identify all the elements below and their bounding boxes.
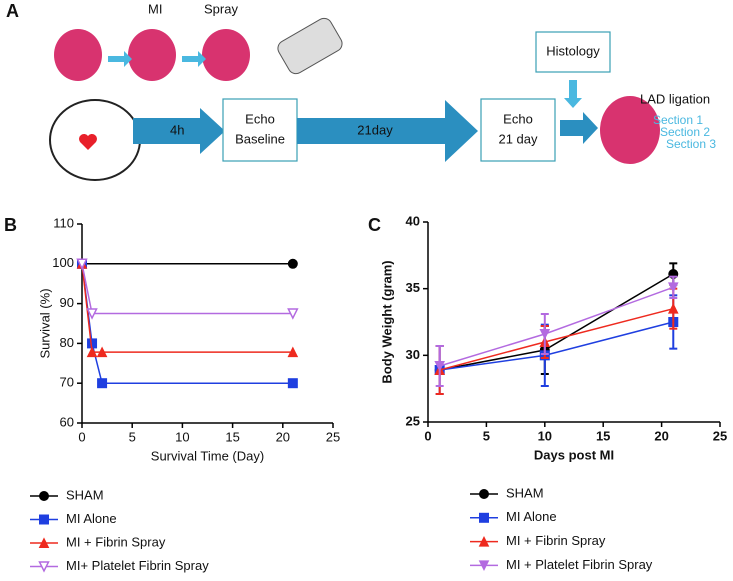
- y-tick-label: 60: [60, 414, 74, 429]
- marker: [76, 258, 88, 270]
- y-tick-label: 35: [406, 280, 420, 295]
- y-axis-title: Survival (%): [37, 288, 52, 358]
- marker: [479, 489, 489, 499]
- legend-label: MI + Platelet Fibrin Spray: [506, 557, 653, 572]
- y-tick-label: 80: [60, 335, 74, 350]
- marker: [667, 303, 679, 314]
- y-tick-label: 100: [52, 255, 74, 270]
- x-tick-label: 0: [424, 428, 431, 443]
- x-tick-label: 5: [483, 428, 490, 443]
- series-line: [81, 263, 293, 353]
- marker: [287, 258, 298, 269]
- x-tick-label: 20: [654, 428, 668, 443]
- marker: [287, 346, 299, 358]
- panel-label: C: [368, 215, 381, 235]
- y-tick-label: 90: [60, 295, 74, 310]
- marker: [287, 378, 298, 389]
- step-label: 21day: [357, 122, 393, 137]
- label: Spray: [204, 1, 238, 16]
- label: LAD ligation: [640, 91, 710, 106]
- series-line: [439, 307, 674, 371]
- series-line: [81, 263, 293, 384]
- legend-label: MI Alone: [66, 511, 117, 526]
- x-tick-label: 5: [129, 429, 136, 444]
- legend-label: SHAM: [506, 485, 544, 500]
- x-tick-label: 10: [175, 429, 189, 444]
- marker: [39, 491, 49, 501]
- y-tick-label: 40: [406, 213, 420, 228]
- label: Section 3: [666, 137, 716, 151]
- box-label: Baseline: [235, 131, 285, 146]
- y-axis-title: Body Weight (gram): [379, 260, 394, 383]
- marker: [434, 361, 445, 372]
- marker: [86, 346, 98, 358]
- box-label: 21 day: [498, 131, 538, 146]
- step-label: 4h: [170, 122, 184, 137]
- x-tick-label: 25: [713, 428, 727, 443]
- marker: [539, 329, 551, 340]
- y-tick-label: 110: [53, 215, 74, 230]
- series-line: [439, 286, 674, 367]
- box-label: Histology: [546, 43, 600, 58]
- series-line: [81, 263, 293, 315]
- legend-label: MI+ Platelet Fibrin Spray: [66, 558, 209, 573]
- x-tick-label: 10: [538, 428, 552, 443]
- box-label: Echo: [503, 111, 533, 126]
- y-tick-label: 70: [60, 375, 74, 390]
- marker: [38, 537, 50, 548]
- marker: [97, 378, 108, 389]
- diagram: MI Spray 4h Echo Baseline 21day Echo 21 …: [49, 1, 716, 181]
- box-label: Echo: [245, 111, 275, 126]
- x-axis-title: Survival Time (Day): [151, 448, 264, 463]
- label: Section 1: [653, 113, 703, 127]
- marker: [96, 346, 108, 358]
- marker: [667, 282, 679, 293]
- y-tick-label: 30: [406, 347, 420, 362]
- x-tick-label: 20: [276, 429, 290, 444]
- marker: [478, 560, 490, 572]
- label: MI: [148, 1, 162, 16]
- x-tick-label: 15: [225, 429, 239, 444]
- panel-label: B: [4, 215, 17, 235]
- x-tick-label: 15: [596, 428, 610, 443]
- marker: [479, 512, 489, 523]
- marker: [287, 308, 299, 320]
- legend-label: MI + Fibrin Spray: [506, 533, 606, 548]
- legend-label: MI + Fibrin Spray: [66, 534, 166, 549]
- x-tick-label: 0: [78, 429, 85, 444]
- panel-label: A: [6, 1, 19, 21]
- y-tick-label: 25: [406, 413, 420, 428]
- legend-label: MI Alone: [506, 509, 557, 524]
- marker: [86, 308, 98, 320]
- label: Section 2: [660, 125, 710, 139]
- legend-label: SHAM: [66, 487, 104, 502]
- marker: [38, 561, 50, 573]
- marker: [478, 535, 490, 547]
- x-axis-title: Days post MI: [534, 447, 614, 462]
- x-tick-label: 25: [326, 429, 340, 444]
- marker: [39, 514, 49, 525]
